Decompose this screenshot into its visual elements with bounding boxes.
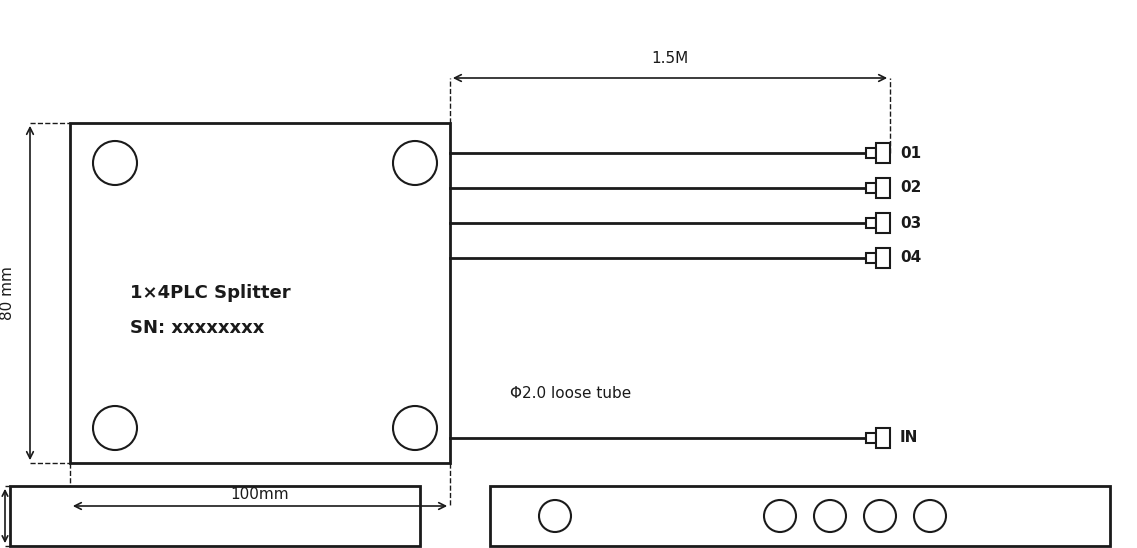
Text: 01: 01 — [901, 146, 921, 161]
Text: IN: IN — [901, 431, 919, 446]
Text: 02: 02 — [901, 180, 921, 196]
Text: Φ2.0 loose tube: Φ2.0 loose tube — [511, 385, 631, 401]
Bar — [490, 486, 1110, 546]
Circle shape — [393, 141, 437, 185]
Bar — [866, 183, 875, 193]
Bar — [875, 248, 890, 268]
Bar — [866, 253, 875, 263]
Text: 100mm: 100mm — [231, 487, 289, 502]
Bar — [875, 178, 890, 198]
Text: 1×4PLC Splitter: 1×4PLC Splitter — [130, 284, 291, 302]
Bar — [866, 433, 875, 443]
Bar — [875, 143, 890, 163]
Circle shape — [393, 406, 437, 450]
Text: 80 mm: 80 mm — [0, 266, 16, 320]
Bar — [866, 218, 875, 228]
Circle shape — [914, 500, 946, 532]
Circle shape — [864, 500, 896, 532]
Text: 1.5M: 1.5M — [652, 51, 689, 66]
Bar — [866, 148, 875, 158]
Bar — [10, 486, 420, 546]
Bar — [70, 123, 450, 463]
Text: SN: xxxxxxxx: SN: xxxxxxxx — [130, 319, 265, 337]
Bar — [875, 213, 890, 233]
Circle shape — [93, 141, 136, 185]
Text: 03: 03 — [901, 215, 921, 231]
Bar — [875, 428, 890, 448]
Circle shape — [814, 500, 846, 532]
Circle shape — [93, 406, 136, 450]
Text: 04: 04 — [901, 250, 921, 265]
Circle shape — [539, 500, 571, 532]
Circle shape — [764, 500, 796, 532]
